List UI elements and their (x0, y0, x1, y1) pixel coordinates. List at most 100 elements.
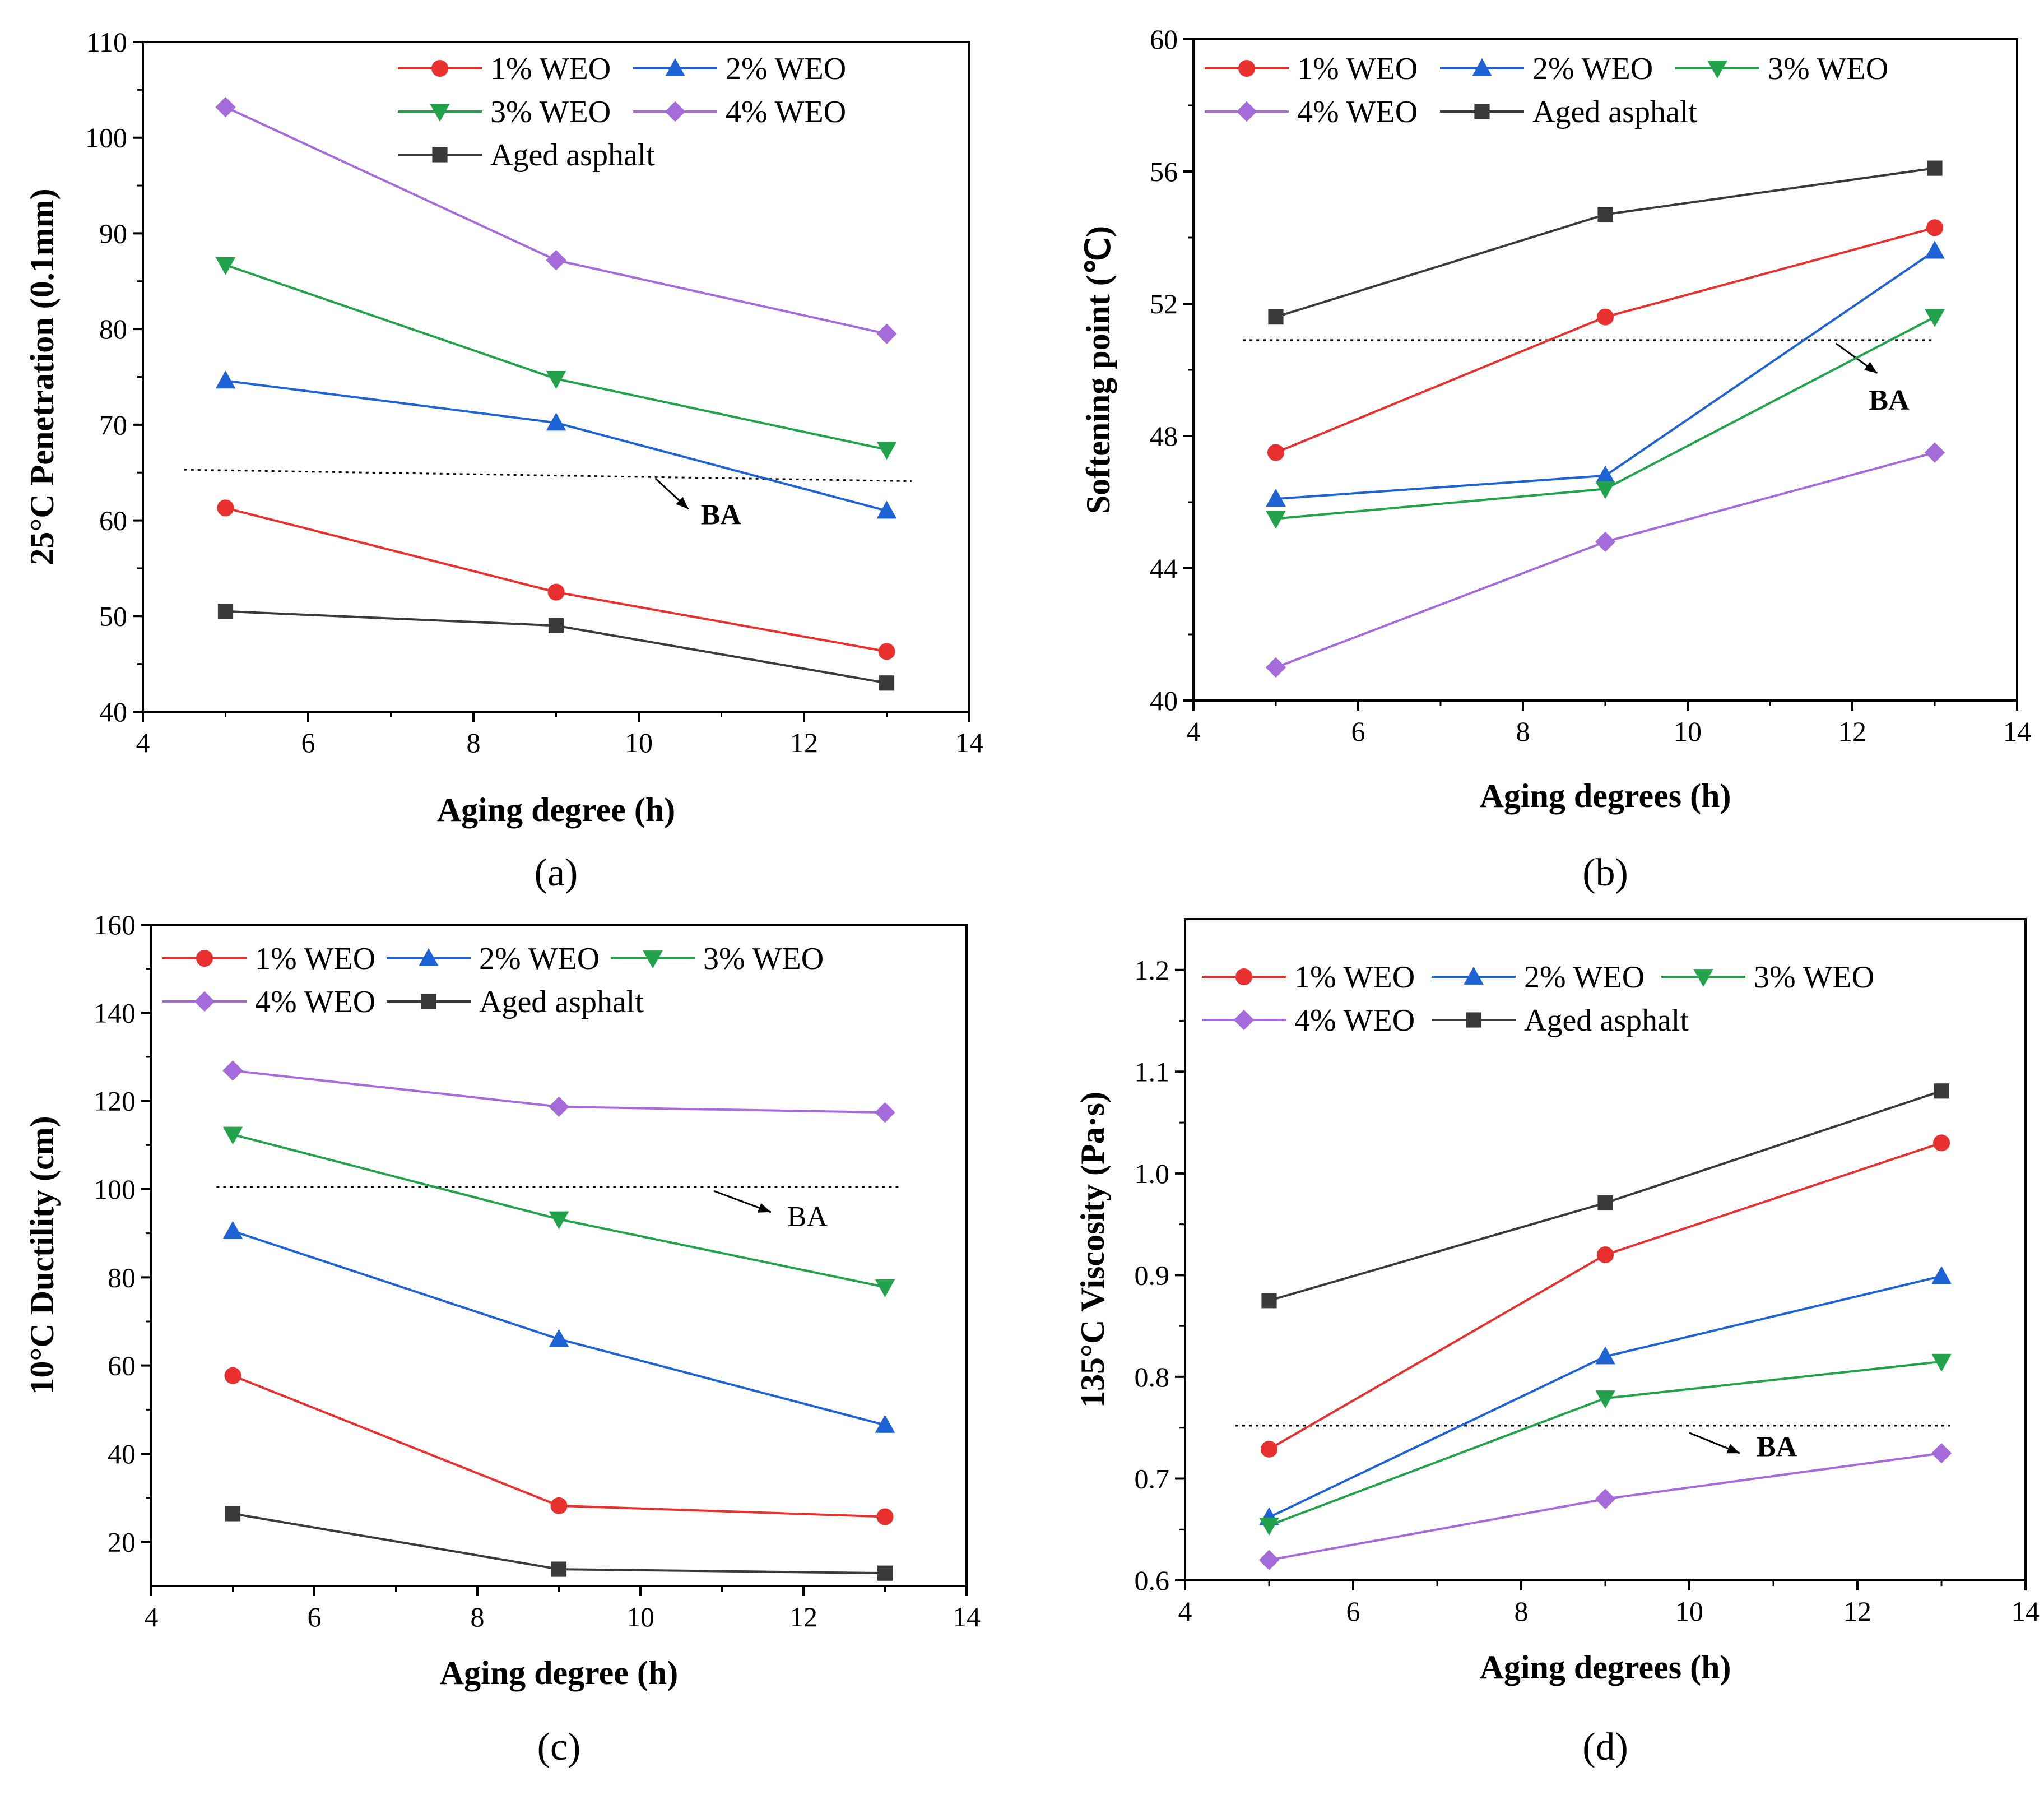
data-point (1597, 207, 1613, 222)
y-tick-label: 90 (99, 217, 127, 249)
series-1-weo (217, 499, 895, 660)
data-point (215, 257, 236, 275)
legend-label: 3% WEO (490, 95, 611, 129)
series-4-weo (1265, 442, 1945, 678)
reference-arrow-head (676, 497, 689, 509)
legend: 1% WEO 2% WEO 3% WEO 4% WEO Aged asphalt (398, 52, 846, 173)
x-tick-label: 8 (471, 1601, 485, 1632)
y-tick-label: 160 (94, 909, 136, 940)
x-tick-label: 12 (1843, 1595, 1871, 1627)
data-point (215, 370, 236, 389)
chart-panel-2: 4 6 8 10 12 14 40 44 48 52 56 60 Aging degrees (h) So… (1080, 24, 2031, 894)
x-tick-label: 12 (789, 1601, 817, 1632)
y-tick-label: 0.9 (1135, 1259, 1170, 1291)
legend-label: 2% WEO (479, 941, 600, 976)
data-point (546, 371, 566, 389)
legend-marker (432, 147, 448, 163)
legend: 1% WEO 2% WEO 3% WEO 4% WEO Aged asphalt (162, 941, 824, 1019)
x-tick-label: 4 (145, 1601, 159, 1632)
data-point (217, 604, 234, 619)
y-tick-label: 100 (94, 1174, 136, 1205)
data-point (1595, 1346, 1615, 1365)
y-tick-label: 40 (99, 696, 127, 727)
y-tick-label: 50 (99, 600, 127, 632)
y-axis-title: 135°C Viscosity (Pa·s) (1074, 1092, 1111, 1408)
data-point (876, 1508, 894, 1525)
data-point (1266, 488, 1286, 507)
y-tick-label: 110 (86, 26, 127, 58)
y-tick-label: 52 (1150, 288, 1178, 319)
y-tick-label: 40 (1150, 685, 1178, 716)
legend-label: 2% WEO (726, 52, 846, 86)
legend-marker (1466, 1012, 1481, 1028)
legend-marker (1236, 101, 1257, 122)
y-tick-label: 1.1 (1135, 1056, 1170, 1087)
legend: 1% WEO 2% WEO 3% WEO 4% WEO Aged asphalt (1205, 52, 1888, 129)
data-point (1927, 160, 1943, 176)
series-4-weo (215, 96, 897, 344)
legend-marker (665, 101, 686, 122)
y-tick-label: 1.0 (1135, 1158, 1170, 1189)
series-aged-asphalt (217, 604, 895, 691)
x-tick-label: 14 (955, 727, 983, 758)
legend-marker (431, 60, 448, 77)
data-point (549, 1096, 569, 1117)
data-point (549, 1211, 569, 1230)
x-tick-label: 6 (1346, 1595, 1360, 1627)
series-line (232, 1230, 886, 1426)
y-tick-label: 40 (108, 1438, 136, 1469)
data-point (1597, 308, 1614, 326)
x-tick-label: 14 (2003, 716, 2031, 747)
reference-label: BA (787, 1201, 828, 1233)
legend: 1% WEO 2% WEO 3% WEO 4% WEO Aged asphalt (1202, 960, 1874, 1038)
series-1-weo (224, 1367, 894, 1525)
y-tick-label: 60 (1150, 24, 1178, 55)
data-point (879, 675, 895, 691)
plot-frame (1192, 38, 2018, 702)
legend-label: 1% WEO (1294, 960, 1415, 995)
legend-marker (421, 994, 436, 1009)
legend-label: 1% WEO (255, 941, 375, 976)
y-tick-label: 0.7 (1135, 1463, 1170, 1494)
x-axis-title: Aging degree (h) (437, 791, 676, 828)
x-tick-label: 4 (1178, 1595, 1192, 1627)
x-tick-label: 14 (953, 1601, 981, 1632)
legend-label: 1% WEO (490, 52, 611, 86)
series-line (225, 379, 888, 512)
data-point (1595, 1390, 1615, 1409)
x-tick-label: 14 (2012, 1595, 2040, 1627)
legend-marker (665, 58, 685, 76)
series-3-weo (222, 1126, 895, 1297)
series-aged-asphalt (225, 1506, 893, 1581)
data-point (1925, 240, 1945, 259)
data-point (876, 442, 897, 460)
y-axis-title: Softening point (℃) (1080, 226, 1117, 514)
x-tick-label: 6 (308, 1601, 322, 1632)
data-point (1933, 1134, 1950, 1152)
x-tick-label: 4 (1187, 716, 1201, 747)
data-point (875, 1279, 895, 1297)
y-tick-label: 48 (1150, 420, 1178, 452)
y-tick-label: 80 (99, 313, 127, 345)
chart-panel-4: 4 6 8 10 12 14 0.6 0.7 0.8 0.9 1.0 1.1 1.2 Aging degr… (1074, 918, 2040, 1769)
legend-marker (419, 948, 439, 966)
legend-label: 3% WEO (1768, 52, 1888, 86)
data-point (550, 1497, 568, 1514)
data-point (546, 412, 566, 431)
x-tick-label: 8 (467, 727, 481, 758)
x-axis-title: Aging degrees (h) (1480, 777, 1731, 814)
legend-label: 4% WEO (1297, 95, 1418, 129)
series-line (1275, 249, 1936, 500)
legend-marker (1238, 60, 1255, 77)
data-point (215, 96, 236, 118)
legend-label: 2% WEO (1524, 960, 1645, 995)
legend-label: Aged asphalt (1524, 1003, 1689, 1038)
data-point (1259, 1518, 1279, 1536)
data-point (1924, 442, 1945, 463)
chart-panel-1: 4 6 8 10 12 14 40 50 60 70 80 90 100 110 Aging degree … (24, 26, 983, 894)
data-point (222, 1126, 243, 1145)
series-line (1275, 167, 1935, 318)
data-point (1595, 465, 1615, 484)
data-point (877, 1565, 893, 1581)
x-tick-label: 10 (1675, 1595, 1703, 1627)
